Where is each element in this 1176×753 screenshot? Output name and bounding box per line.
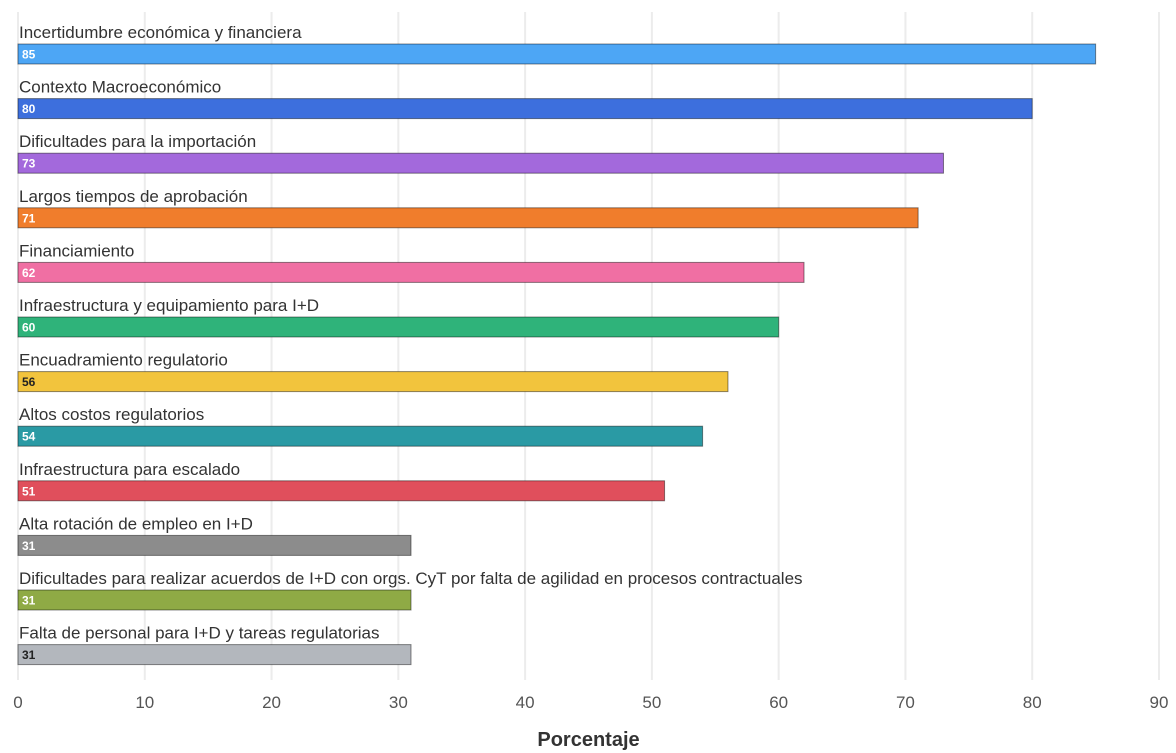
category-label: Largos tiempos de aprobación <box>19 187 248 206</box>
data-label: 60 <box>22 321 36 335</box>
bar <box>17 371 729 393</box>
bar <box>17 316 780 338</box>
x-tick-label: 20 <box>262 693 281 712</box>
bar-row: Infraestructura para escalado 51 <box>17 460 666 502</box>
bar-row: Largos tiempos de aprobación 71 <box>17 187 919 229</box>
bar-row: Alta rotación de empleo en I+D 31 <box>17 514 412 556</box>
data-label: 85 <box>22 48 36 62</box>
bar <box>17 480 666 502</box>
x-axis-ticks: 0 10 20 30 40 50 60 70 80 90 <box>13 693 1168 712</box>
bar <box>17 589 412 611</box>
category-label: Contexto Macroeconómico <box>19 78 221 97</box>
x-tick-label: 80 <box>1023 693 1042 712</box>
bar-row: Financiamiento 62 <box>17 241 805 283</box>
bars: Incertidumbre económica y financiera 85 Co… <box>17 23 1097 666</box>
bar-row: Contexto Macroeconómico 80 <box>17 78 1033 120</box>
category-label: Falta de personal para I+D y tareas regu… <box>19 624 380 643</box>
bar <box>17 644 412 666</box>
bar <box>17 98 1033 120</box>
x-tick-label: 50 <box>642 693 661 712</box>
data-label: 80 <box>22 102 36 116</box>
data-label: 54 <box>22 430 36 444</box>
data-label: 31 <box>22 539 36 553</box>
x-tick-label: 90 <box>1150 693 1169 712</box>
category-label: Financiamiento <box>19 241 134 260</box>
bar-row: Falta de personal para I+D y tareas regu… <box>17 624 412 666</box>
bar-row: Altos costos regulatorios 54 <box>17 405 704 447</box>
bar-row: Dificultades para la importación 73 <box>17 132 944 174</box>
x-tick-label: 60 <box>769 693 788 712</box>
data-label: 56 <box>22 375 36 389</box>
bar <box>17 534 412 556</box>
category-label: Encuadramiento regulatorio <box>19 351 228 370</box>
category-label: Dificultades para realizar acuerdos de I… <box>19 569 803 588</box>
x-tick-label: 10 <box>135 693 154 712</box>
category-label: Alta rotación de empleo en I+D <box>19 514 253 533</box>
data-label: 31 <box>22 648 36 662</box>
x-tick-label: 70 <box>896 693 915 712</box>
bar <box>17 207 919 229</box>
bar-row: Encuadramiento regulatorio 56 <box>17 351 729 393</box>
gridlines <box>17 12 1160 680</box>
category-label: Altos costos regulatorios <box>19 405 204 424</box>
bar <box>17 152 944 174</box>
bar <box>17 425 704 447</box>
category-label: Infraestructura para escalado <box>19 460 240 479</box>
category-label: Incertidumbre económica y financiera <box>19 23 302 42</box>
category-label: Infraestructura y equipamiento para I+D <box>19 296 319 315</box>
x-tick-label: 30 <box>389 693 408 712</box>
bar <box>17 43 1097 65</box>
data-label: 31 <box>22 594 36 608</box>
data-label: 51 <box>22 484 36 498</box>
category-label: Dificultades para la importación <box>19 132 256 151</box>
bar-row: Infraestructura y equipamiento para I+D 6… <box>17 296 780 338</box>
bar <box>17 261 805 283</box>
bar-row: Incertidumbre económica y financiera 85 <box>17 23 1097 65</box>
data-label: 71 <box>22 211 36 225</box>
data-label: 62 <box>22 266 36 280</box>
bar-row: Dificultades para realizar acuerdos de I… <box>17 569 803 611</box>
x-tick-label: 40 <box>516 693 535 712</box>
x-tick-label: 0 <box>13 693 22 712</box>
x-axis-title: Porcentaje <box>537 729 639 751</box>
data-label: 73 <box>22 157 36 171</box>
